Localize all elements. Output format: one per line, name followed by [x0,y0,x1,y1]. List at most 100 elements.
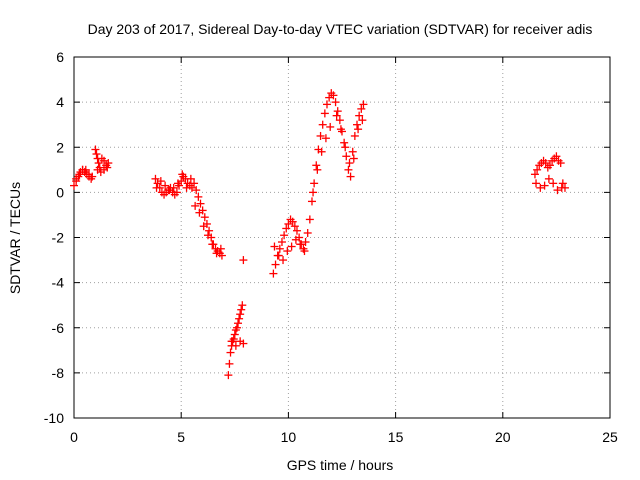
data-point [355,111,364,120]
data-point [283,247,292,256]
data-point [225,359,234,368]
data-point [342,152,351,161]
data-point [358,116,367,125]
data-point [354,125,363,134]
y-tick-label: -10 [44,410,64,426]
data-point [532,179,541,188]
data-point [269,269,278,278]
x-tick-label: 10 [281,429,297,445]
x-tick-label: 5 [177,429,185,445]
data-point [270,242,279,251]
data-point [165,186,174,195]
data-point [301,238,310,247]
x-tick-label: 25 [602,429,618,445]
data-point [151,174,160,183]
data-points [70,89,569,380]
data-point [103,163,112,172]
data-point [291,235,300,244]
data-point [156,177,165,186]
data-point [322,100,331,109]
data-point [92,150,101,159]
data-point [312,161,321,170]
data-point [232,323,241,332]
x-tick-label: 20 [495,429,511,445]
data-point [313,165,322,174]
y-tick-label: 6 [56,49,64,65]
plot-frame [73,56,611,419]
x-tick-label: 0 [70,429,78,445]
data-point [279,256,288,265]
data-point [192,186,201,195]
chart-title: Day 203 of 2017, Sidereal Day-to-day VTE… [88,21,593,37]
data-point [238,301,247,310]
data-point [284,219,293,228]
data-point [274,251,283,260]
data-point [72,174,81,183]
data-point [186,174,195,183]
data-point [195,208,204,217]
data-point [271,260,280,269]
data-point [309,188,318,197]
data-point [332,111,341,120]
data-point [340,138,349,147]
data-point [237,305,246,314]
data-point [317,147,326,156]
data-point [216,244,225,253]
data-point [231,341,240,350]
data-point [277,238,286,247]
data-point [94,159,103,168]
data-point [321,134,330,143]
data-point [208,240,217,249]
data-point [549,179,558,188]
data-point [173,179,182,188]
data-point [349,154,358,163]
x-axis-label: GPS time / hours [287,457,394,473]
y-tick-label: -4 [52,275,65,291]
data-point [236,310,245,319]
data-point [329,91,338,100]
data-point [275,244,284,253]
data-point [227,337,236,346]
data-point [333,107,342,116]
data-point [533,165,542,174]
data-point [104,159,113,168]
data-point [205,226,214,235]
data-point [172,188,181,197]
data-point [344,165,353,174]
data-point [553,186,562,195]
data-point [292,226,301,235]
data-point [303,228,312,237]
y-tick-label: 4 [56,94,64,110]
data-point [88,172,97,181]
data-point [557,183,566,192]
data-point [75,170,84,179]
data-point [204,231,212,240]
data-point [178,170,187,179]
data-point [234,319,243,328]
data-point [290,222,299,231]
y-tick-label: 2 [56,139,64,155]
data-point [556,159,565,168]
data-point [182,183,191,192]
data-point [540,181,549,190]
data-point [558,179,567,188]
grid-lines [74,57,610,418]
axis-ticks: 0 5 10 15 20 25 -10 -8 -6 -4 -2 0 2 4 6 [44,49,618,445]
data-point [191,201,200,210]
data-point [325,93,334,102]
data-point [70,181,78,190]
data-point [200,213,209,222]
data-point [280,231,289,240]
y-tick-label: -2 [52,230,65,246]
y-tick-label: -8 [52,365,65,381]
data-point [296,240,305,249]
data-point [235,314,244,323]
data-point [100,156,109,165]
data-point [217,251,226,260]
data-point [544,174,553,183]
y-tick-label: 0 [56,184,64,200]
data-point [346,172,355,181]
data-point [287,242,296,251]
data-point [300,247,309,256]
y-tick-label: -6 [52,320,65,336]
